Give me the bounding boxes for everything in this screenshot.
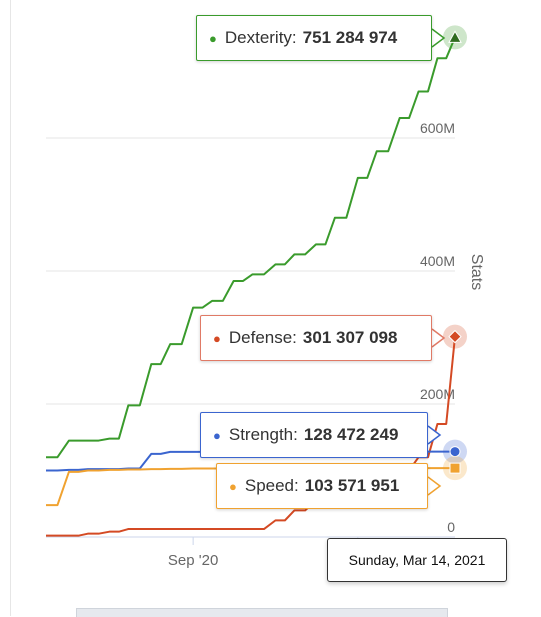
tooltip-defense-value: 301 307 098 [302, 328, 398, 347]
y-tick-label: 600M [420, 120, 455, 136]
tooltip-pointer [431, 28, 446, 48]
tooltip-defense: ● Defense: 301 307 098 [200, 315, 432, 361]
marker-speed [449, 462, 461, 474]
tooltip-speed-label: Speed: [244, 476, 299, 495]
speed-dot-icon: ● [229, 478, 237, 494]
tooltip-date-text: Sunday, Mar 14, 2021 [348, 552, 486, 568]
tooltip-pointer [427, 476, 442, 496]
y-tick-label: 0 [447, 519, 455, 535]
tooltip-pointer [427, 425, 442, 445]
tooltip-strength-value: 128 472 249 [303, 425, 399, 444]
y-tick-label: 200M [420, 386, 455, 402]
marker-defense [448, 329, 462, 344]
tooltip-dexterity-label: Dexterity: [224, 28, 297, 47]
tooltip-dexterity-value: 751 284 974 [302, 28, 398, 47]
marker-dexterity [448, 30, 462, 43]
tooltip-dexterity: ● Dexterity: 751 284 974 [196, 15, 432, 61]
marker-strength [449, 446, 461, 458]
tooltip-speed: ● Speed: 103 571 951 [216, 463, 428, 509]
tooltip-date: Sunday, Mar 14, 2021 [327, 538, 507, 582]
defense-dot-icon: ● [213, 330, 221, 346]
chart-left-edge [0, 0, 11, 616]
navigator-scrollbar[interactable] [76, 608, 448, 617]
tooltip-pointer [431, 328, 446, 348]
tooltip-defense-label: Defense: [228, 328, 297, 347]
dexterity-dot-icon: ● [209, 30, 217, 46]
tooltip-strength-label: Strength: [228, 425, 298, 444]
y-tick-label: 400M [420, 253, 455, 269]
x-tick-label: Sep '20 [168, 552, 218, 569]
y-axis-label: Stats [468, 254, 485, 290]
tooltip-speed-value: 103 571 951 [304, 476, 400, 495]
tooltip-strength: ● Strength: 128 472 249 [200, 412, 428, 458]
strength-dot-icon: ● [213, 427, 221, 443]
series-line-dexterity [46, 37, 456, 459]
